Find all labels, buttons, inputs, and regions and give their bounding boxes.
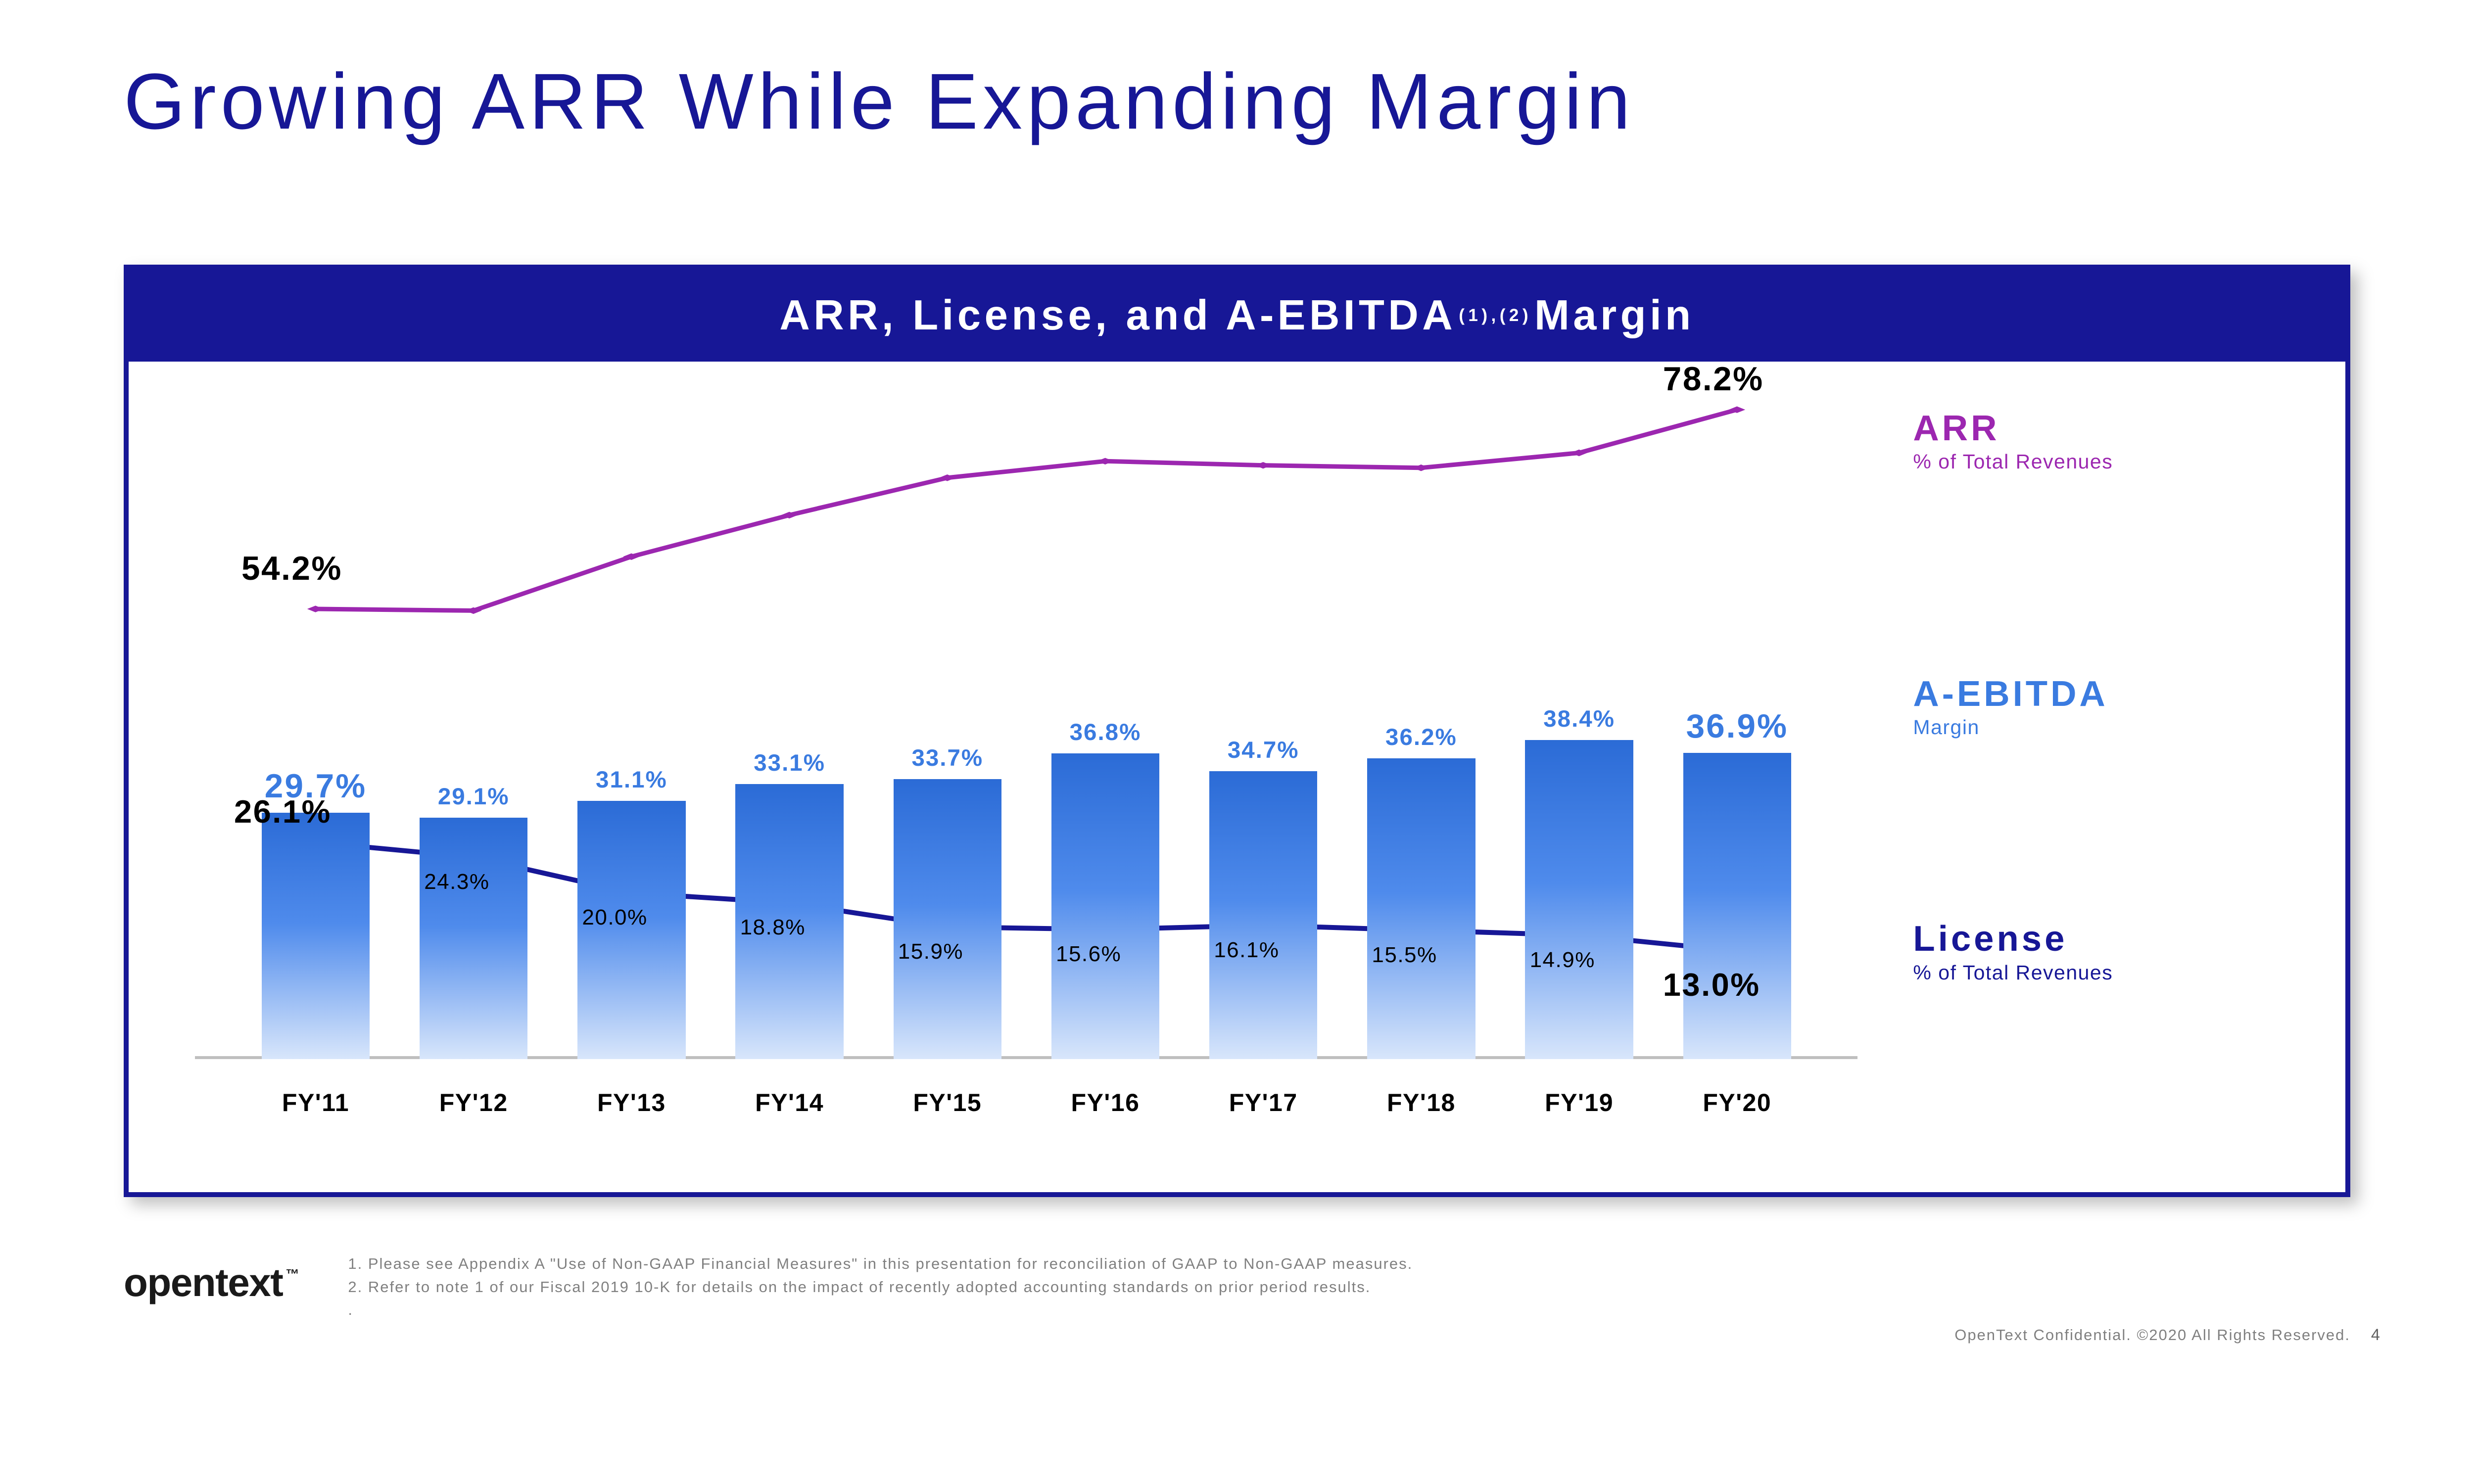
aebitda-bar [894, 779, 1001, 1059]
license-value-label: 14.9% [1530, 948, 1595, 973]
license-value-label: 18.8% [740, 915, 806, 940]
bar: 29.1% [420, 395, 527, 1059]
plot-area: 29.7%29.1%31.1%33.1%33.7%36.8%34.7%36.2%… [195, 395, 1857, 1059]
aebitda-bar [262, 813, 370, 1060]
page-number: 4 [2371, 1326, 2380, 1344]
aebitda-bar [1209, 771, 1317, 1059]
license-value-label: 15.6% [1056, 942, 1121, 967]
license-value-label: 13.0% [1663, 966, 1760, 1003]
aebitda-value-label: 36.9% [1629, 707, 1845, 745]
logo-text: opentext [124, 1260, 283, 1305]
chart-title-sup: (1),(2) [1459, 306, 1532, 325]
x-axis-label: FY'13 [597, 1088, 666, 1117]
legend-license: License % of Total Revenues [1913, 919, 2312, 984]
bar: 33.1% [735, 395, 843, 1059]
chart-panel: ARR, License, and A-EBITDA (1),(2) Margi… [124, 265, 2350, 1197]
license-value-label: 15.9% [898, 939, 963, 964]
footnotes: 1. Please see Appendix A "Use of Non-GAA… [348, 1252, 1413, 1322]
trademark-icon: ™ [285, 1266, 298, 1282]
logo: opentext ™ [124, 1260, 298, 1305]
footnote-2: 2. Refer to note 1 of our Fiscal 2019 10… [348, 1276, 1413, 1299]
footnote-1: 1. Please see Appendix A "Use of Non-GAA… [348, 1252, 1413, 1276]
bar: 29.7% [262, 395, 370, 1059]
legend: ARR % of Total Revenues A-EBITDA Margin … [1913, 395, 2312, 1075]
aebitda-bar [1683, 753, 1791, 1059]
x-axis-label: FY'14 [755, 1088, 824, 1117]
license-value-label: 26.1% [234, 793, 332, 830]
page-title: Growing ARR While Expanding Margin [124, 56, 1635, 147]
chart-title-post: Margin [1534, 291, 1695, 340]
footnote-3: . [348, 1298, 1413, 1322]
license-value-label: 15.5% [1372, 943, 1437, 968]
slide: Growing ARR While Expanding Margin ARR, … [0, 0, 2474, 1392]
aebitda-bar [1525, 740, 1633, 1059]
license-value-label: 24.3% [424, 870, 489, 894]
aebitda-bar [1051, 753, 1159, 1059]
aebitda-value-label: 33.7% [839, 744, 1055, 772]
x-axis-label: FY'19 [1545, 1088, 1614, 1117]
footer: opentext ™ 1. Please see Appendix A "Use… [124, 1252, 2350, 1364]
aebitda-bar [1367, 758, 1475, 1059]
license-line [316, 842, 1737, 951]
chart-title: ARR, License, and A-EBITDA (1),(2) Margi… [129, 270, 2345, 362]
aebitda-bar [420, 818, 527, 1059]
x-axis-label: FY'18 [1387, 1088, 1456, 1117]
license-value-label: 16.1% [1214, 938, 1279, 963]
x-axis: FY'11 FY'12 FY'13 FY'14 FY'15 FY'16 FY'17 FY'18… [195, 1076, 1857, 1159]
x-axis-label: FY'12 [439, 1088, 508, 1117]
arr-value-label: 78.2% [1663, 360, 1764, 398]
chart-title-pre: ARR, License, and A-EBITDA [779, 291, 1456, 340]
copyright: OpenText Confidential. ©2020 All Rights … [1954, 1326, 2350, 1344]
legend-aebitda-title: A-EBITDA [1913, 674, 2312, 714]
legend-aebitda: A-EBITDA Margin [1913, 674, 2312, 740]
x-axis-label: FY'20 [1703, 1088, 1771, 1117]
chart-area: 29.7%29.1%31.1%33.1%33.7%36.8%34.7%36.2%… [129, 362, 2345, 1192]
x-axis-label: FY'15 [913, 1088, 982, 1117]
legend-arr-title: ARR [1913, 409, 2312, 448]
x-axis-label: FY'16 [1071, 1088, 1140, 1117]
bar: 31.1% [577, 395, 685, 1059]
arr-value-label: 54.2% [241, 550, 342, 588]
legend-arr-sub: % of Total Revenues [1913, 450, 2312, 473]
legend-arr: ARR % of Total Revenues [1913, 409, 2312, 474]
arr-line [316, 410, 1737, 610]
x-axis-label: FY'17 [1229, 1088, 1298, 1117]
x-axis-label: FY'11 [282, 1088, 349, 1117]
legend-license-title: License [1913, 919, 2312, 959]
license-value-label: 20.0% [582, 905, 647, 930]
bar: 36.9% [1683, 395, 1791, 1059]
legend-aebitda-sub: Margin [1913, 716, 2312, 739]
legend-license-sub: % of Total Revenues [1913, 961, 2312, 984]
